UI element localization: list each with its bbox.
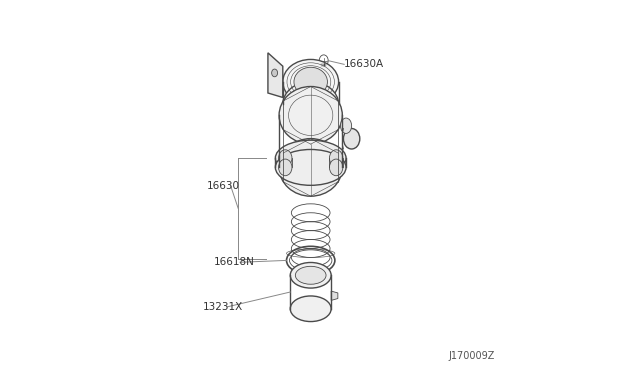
Ellipse shape [290,263,331,288]
Ellipse shape [295,266,326,284]
Ellipse shape [340,118,351,134]
Ellipse shape [283,60,339,104]
Ellipse shape [330,159,343,176]
Ellipse shape [330,150,343,166]
Text: 16630: 16630 [207,181,239,191]
Ellipse shape [278,159,292,176]
Ellipse shape [275,150,346,185]
Text: 13231X: 13231X [203,302,243,312]
Ellipse shape [279,87,342,144]
Polygon shape [268,53,283,97]
Ellipse shape [344,128,360,149]
Ellipse shape [279,139,342,196]
Text: 16630A: 16630A [344,60,384,69]
Text: J170009Z: J170009Z [449,351,495,361]
Text: 16618N: 16618N [214,257,255,267]
Ellipse shape [278,150,292,166]
Polygon shape [331,291,338,301]
Ellipse shape [271,69,278,77]
Ellipse shape [275,140,346,176]
Ellipse shape [290,296,331,321]
Ellipse shape [294,67,328,96]
Ellipse shape [283,82,339,126]
